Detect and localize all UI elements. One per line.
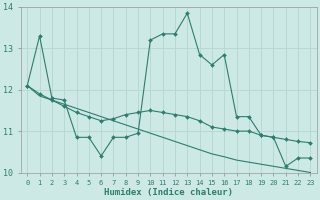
X-axis label: Humidex (Indice chaleur): Humidex (Indice chaleur) <box>104 188 233 197</box>
